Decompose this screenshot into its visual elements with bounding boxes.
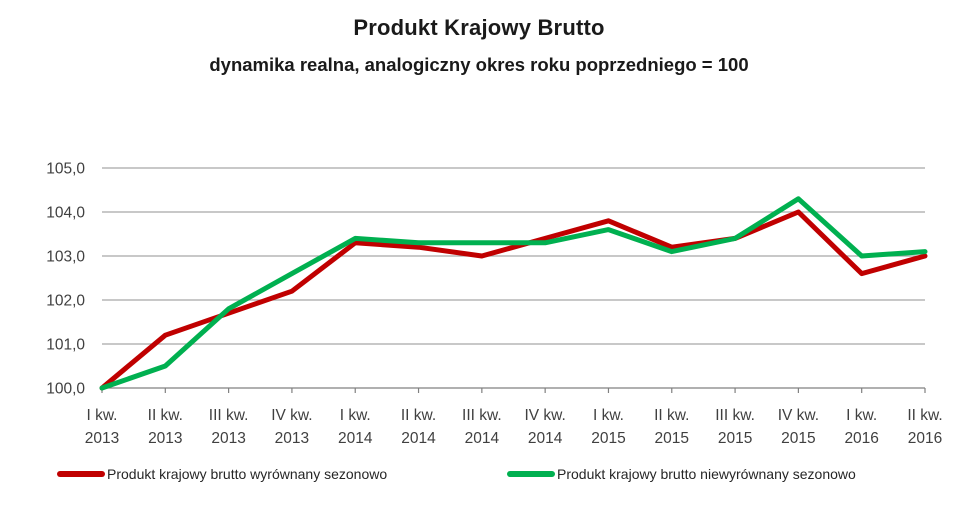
x-axis-label-year: 2016 [908,430,942,447]
legend-label-unadjusted: Produkt krajowy brutto niewyrównany sezo… [557,466,856,482]
x-axis-label-year: 2015 [591,430,625,447]
legend-label-seasonally-adjusted: Produkt krajowy brutto wyrównany sezonow… [107,466,388,482]
chart-subtitle: dynamika realna, analogiczny okres roku … [209,54,749,75]
series-line-seasonally-adjusted [99,209,928,391]
x-axis-label-year: 2016 [844,430,878,447]
x-axis-label-quarter: III kw. [209,407,249,424]
x-axis-label-quarter: IV kw. [778,407,819,424]
x-axis-label-quarter: IV kw. [271,407,312,424]
x-axis-label-quarter: II kw. [654,407,689,424]
y-axis-label: 105,0 [46,161,85,178]
x-axis-label-quarter: I kw. [86,407,117,424]
legend-item-seasonally-adjusted: Produkt krajowy brutto wyrównany sezonow… [57,466,387,482]
legend-marker-red-line-icon [57,471,105,477]
x-axis-label-year: 2013 [211,430,245,447]
x-axis-label-quarter: II kw. [401,407,436,424]
x-axis-label-year: 2013 [148,430,182,447]
y-axis-label: 102,0 [46,293,85,310]
x-axis-label-year: 2015 [655,430,689,447]
x-axis-label-quarter: IV kw. [524,407,565,424]
y-axis-label: 101,0 [46,337,85,354]
x-axis-label-year: 2014 [338,430,373,447]
y-axis-label: 103,0 [46,249,85,266]
x-axis-label-year: 2013 [275,430,309,447]
x-axis-label-quarter: I kw. [593,407,624,424]
x-axis-label-quarter: I kw. [340,407,371,424]
x-axis-label-quarter: III kw. [462,407,502,424]
x-axis-label-quarter: III kw. [715,407,755,424]
x-axis-label-quarter: II kw. [907,407,942,424]
x-axis-label-quarter: I kw. [846,407,877,424]
chart-title: Produkt Krajowy Brutto [353,15,605,40]
x-axis-label-year: 2014 [528,430,563,447]
legend-marker-green-line-icon [507,471,555,477]
x-axis-label-quarter: II kw. [148,407,183,424]
x-axis-label-year: 2014 [401,430,436,447]
x-axis-label-year: 2013 [85,430,119,447]
legend-item-unadjusted: Produkt krajowy brutto niewyrównany sezo… [507,466,856,482]
series-line-unadjusted [99,196,928,391]
y-axis-label: 100,0 [46,381,85,398]
y-axis-label: 104,0 [46,205,85,222]
x-axis-label-year: 2015 [718,430,752,447]
x-axis-label-year: 2015 [781,430,815,447]
x-axis-label-year: 2014 [465,430,500,447]
